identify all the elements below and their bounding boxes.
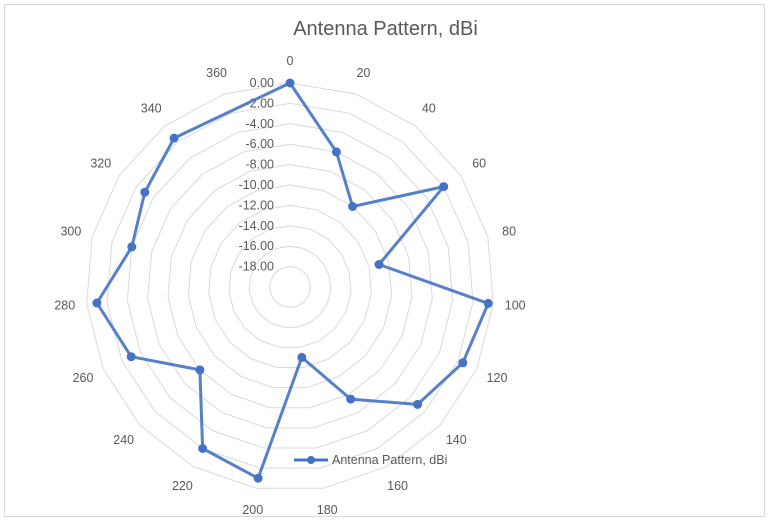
radial-tick-label: -14.00 [239, 219, 274, 233]
grid-ring [248, 245, 332, 328]
data-point [458, 358, 468, 368]
grid-ring [126, 123, 454, 449]
category-label: 280 [54, 299, 75, 313]
category-label: 160 [387, 479, 408, 493]
category-label: 320 [90, 156, 111, 170]
chart-title: Antenna Pattern, dBi [293, 18, 478, 40]
radar-grid [86, 82, 494, 489]
data-point [297, 352, 307, 362]
data-point [140, 187, 150, 197]
category-label: 60 [472, 156, 486, 170]
data-point [483, 298, 493, 308]
grid-ring [86, 82, 494, 489]
data-point [127, 242, 137, 252]
category-labels: 0 20 40 60 80 100 120 140 160 180 200 220 240 260 280 3… [54, 54, 525, 517]
grid-ring [147, 143, 433, 429]
category-label: 40 [422, 102, 436, 116]
category-label: 80 [502, 225, 516, 239]
radial-tick-label: -8.00 [246, 158, 275, 172]
data-point [195, 365, 205, 375]
category-label: 240 [113, 433, 134, 447]
legend-label: Antenna Pattern, dBi [332, 453, 447, 467]
radial-tick-label: -16.00 [239, 239, 274, 253]
data-point [126, 352, 136, 362]
category-label: 220 [172, 479, 193, 493]
data-point [374, 260, 384, 269]
data-point [331, 147, 341, 157]
category-label: 120 [487, 371, 508, 385]
category-label: 0 [287, 54, 294, 68]
data-point [253, 473, 263, 483]
grid-ring [187, 184, 393, 389]
grid-ring [106, 102, 474, 469]
data-point [439, 182, 449, 192]
radial-tick-label: -10.00 [239, 178, 274, 192]
radial-tick-label: -6.00 [246, 137, 275, 151]
radial-tick-label: -18.00 [239, 260, 274, 274]
category-label: 100 [505, 299, 526, 313]
data-point [92, 298, 102, 308]
grid-ring [167, 164, 413, 409]
category-label: 360 [206, 66, 227, 80]
data-point [285, 78, 295, 88]
series-group [92, 78, 493, 483]
radial-tick-label: -12.00 [239, 198, 274, 212]
category-label: 300 [60, 225, 81, 239]
data-point [346, 394, 356, 404]
data-point [198, 444, 208, 453]
category-label: 20 [356, 66, 370, 80]
chart-frame [4, 4, 765, 517]
radial-tick-label: -4.00 [246, 117, 275, 131]
data-point [348, 202, 358, 211]
radial-tick-label: 0.00 [250, 76, 274, 90]
category-label: 340 [141, 102, 162, 116]
legend-marker [307, 456, 315, 464]
data-point [169, 133, 179, 143]
category-label: 260 [73, 371, 94, 385]
series-line [95, 81, 490, 480]
grid-ring [208, 204, 372, 368]
radial-axis-ticks: 0.00-2.00-4.00-6.00-8.00-10.00-12.00-14.… [239, 76, 274, 274]
category-label: 180 [317, 503, 338, 517]
data-point [413, 399, 423, 409]
category-label: 200 [242, 503, 263, 517]
grid-ring [228, 225, 352, 348]
category-label: 140 [446, 433, 467, 447]
grid-ring [269, 266, 311, 308]
legend: Antenna Pattern, dBi [294, 453, 447, 467]
